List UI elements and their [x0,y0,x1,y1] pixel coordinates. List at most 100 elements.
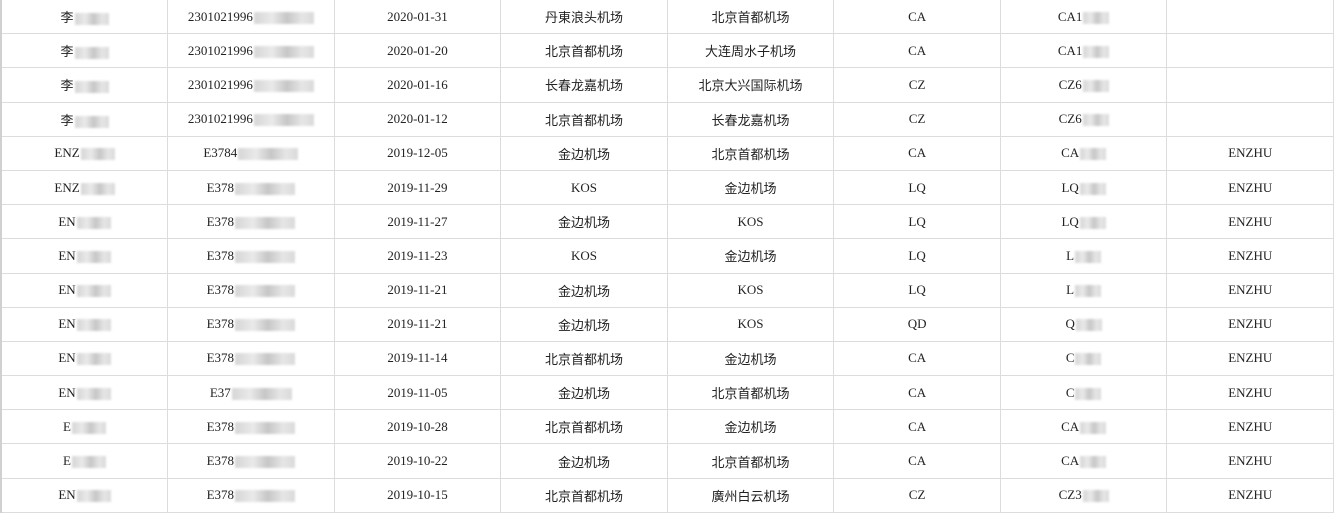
cell-flight-number[interactable]: C [999,375,1168,411]
cell-id-number[interactable]: E3784 [167,135,335,171]
cell-flight-number[interactable]: CA [999,135,1168,171]
cell-arrival-airport[interactable]: 金边机场 [666,238,835,274]
cell-passenger-name[interactable] [1166,33,1334,69]
cell-id-number[interactable]: 2301021996 [167,101,335,137]
cell-airline-code[interactable]: CA [833,409,1001,445]
cell-id-number[interactable]: E37 [167,375,335,411]
cell-arrival-airport[interactable]: 北京首都机场 [666,135,835,171]
cell-arrival-airport[interactable]: 长春龙嘉机场 [666,101,835,137]
cell-airline-code[interactable]: CA [833,375,1001,411]
cell-passenger-name[interactable]: ENZHU [1166,169,1334,206]
cell-passenger-name[interactable]: ENZHU [1166,272,1334,308]
cell-name[interactable]: E [0,409,169,445]
cell-date[interactable]: 2019-10-28 [333,409,502,445]
cell-id-number[interactable]: 2301021996 [167,67,335,103]
cell-passenger-name[interactable]: ENZHU [1166,204,1334,240]
cell-departure-airport[interactable]: 金边机场 [500,135,668,171]
cell-arrival-airport[interactable]: KOS [666,306,835,342]
cell-date[interactable]: 2020-01-16 [333,67,502,103]
cell-date[interactable]: 2019-11-05 [333,375,502,411]
cell-airline-code[interactable]: LQ [833,272,1001,308]
cell-name[interactable]: EN [0,238,169,274]
cell-departure-airport[interactable]: KOS [500,238,668,274]
cell-departure-airport[interactable]: 金边机场 [500,204,668,240]
cell-departure-airport[interactable]: 北京首都机场 [500,101,668,137]
cell-airline-code[interactable]: CZ [833,67,1001,103]
cell-passenger-name[interactable] [1166,101,1334,137]
cell-airline-code[interactable]: CA [833,340,1001,377]
cell-airline-code[interactable]: LQ [833,169,1001,206]
cell-passenger-name[interactable]: ENZHU [1166,409,1334,445]
cell-arrival-airport[interactable]: 北京大兴国际机场 [666,67,835,103]
cell-name[interactable]: 李 [0,67,169,103]
cell-departure-airport[interactable]: 北京首都机场 [500,477,668,513]
cell-passenger-name[interactable]: ENZHU [1166,135,1334,171]
cell-date[interactable]: 2019-11-29 [333,169,502,206]
cell-departure-airport[interactable]: 金边机场 [500,306,668,342]
cell-id-number[interactable]: E378 [167,169,335,206]
cell-arrival-airport[interactable]: 北京首都机场 [666,375,835,411]
cell-id-number[interactable]: 2301021996 [167,33,335,69]
cell-passenger-name[interactable]: ENZHU [1166,375,1334,411]
cell-date[interactable]: 2020-01-20 [333,33,502,69]
cell-departure-airport[interactable]: 北京首都机场 [500,409,668,445]
cell-date[interactable]: 2019-11-14 [333,340,502,377]
cell-passenger-name[interactable]: ENZHU [1166,238,1334,274]
cell-arrival-airport[interactable]: 廣州白云机场 [666,477,835,513]
cell-flight-number[interactable]: C [999,340,1168,377]
cell-flight-number[interactable]: LQ [999,204,1168,240]
cell-passenger-name[interactable]: ENZHU [1166,477,1334,513]
cell-id-number[interactable]: E378 [167,409,335,445]
cell-flight-number[interactable]: CA1 [999,0,1168,35]
cell-departure-airport[interactable]: 长春龙嘉机场 [500,67,668,103]
cell-arrival-airport[interactable]: 北京首都机场 [666,0,835,35]
cell-flight-number[interactable]: CA [999,443,1168,479]
cell-date[interactable]: 2019-11-27 [333,204,502,240]
cell-flight-number[interactable]: CA1 [999,33,1168,69]
cell-airline-code[interactable]: CZ [833,477,1001,513]
cell-arrival-airport[interactable]: KOS [666,204,835,240]
cell-id-number[interactable]: E378 [167,443,335,479]
cell-id-number[interactable]: E378 [167,238,335,274]
cell-arrival-airport[interactable]: 金边机场 [666,409,835,445]
cell-name[interactable]: ENZ [0,135,169,171]
cell-name[interactable]: EN [0,306,169,342]
cell-airline-code[interactable]: QD [833,306,1001,342]
cell-flight-number[interactable]: CA [999,409,1168,445]
cell-passenger-name[interactable] [1166,67,1334,103]
cell-airline-code[interactable]: CZ [833,101,1001,137]
cell-date[interactable]: 2020-01-12 [333,101,502,137]
cell-flight-number[interactable]: LQ [999,169,1168,206]
cell-id-number[interactable]: E378 [167,306,335,342]
cell-departure-airport[interactable]: 金边机场 [500,443,668,479]
cell-date[interactable]: 2019-11-23 [333,238,502,274]
cell-passenger-name[interactable]: ENZHU [1166,306,1334,342]
cell-flight-number[interactable]: L [999,272,1168,308]
cell-id-number[interactable]: E378 [167,477,335,513]
cell-date[interactable]: 2019-11-21 [333,272,502,308]
cell-name[interactable]: E [0,443,169,479]
cell-departure-airport[interactable]: 丹東浪头机场 [500,0,668,35]
cell-departure-airport[interactable]: KOS [500,169,668,206]
cell-name[interactable]: ENZ [0,169,169,206]
cell-flight-number[interactable]: CZ3 [999,477,1168,513]
cell-arrival-airport[interactable]: 金边机场 [666,340,835,377]
cell-name[interactable]: EN [0,375,169,411]
cell-flight-number[interactable]: Q [999,306,1168,342]
cell-date[interactable]: 2020-01-31 [333,0,502,35]
cell-date[interactable]: 2019-11-21 [333,306,502,342]
cell-arrival-airport[interactable]: KOS [666,272,835,308]
cell-id-number[interactable]: E378 [167,340,335,377]
cell-name[interactable]: 李 [0,101,169,137]
cell-airline-code[interactable]: LQ [833,238,1001,274]
cell-name[interactable]: EN [0,477,169,513]
cell-id-number[interactable]: E378 [167,204,335,240]
cell-airline-code[interactable]: CA [833,135,1001,171]
cell-airline-code[interactable]: LQ [833,204,1001,240]
cell-airline-code[interactable]: CA [833,0,1001,35]
cell-name[interactable]: 李 [0,33,169,69]
cell-airline-code[interactable]: CA [833,33,1001,69]
cell-departure-airport[interactable]: 金边机场 [500,272,668,308]
cell-date[interactable]: 2019-12-05 [333,135,502,171]
cell-arrival-airport[interactable]: 北京首都机场 [666,443,835,479]
